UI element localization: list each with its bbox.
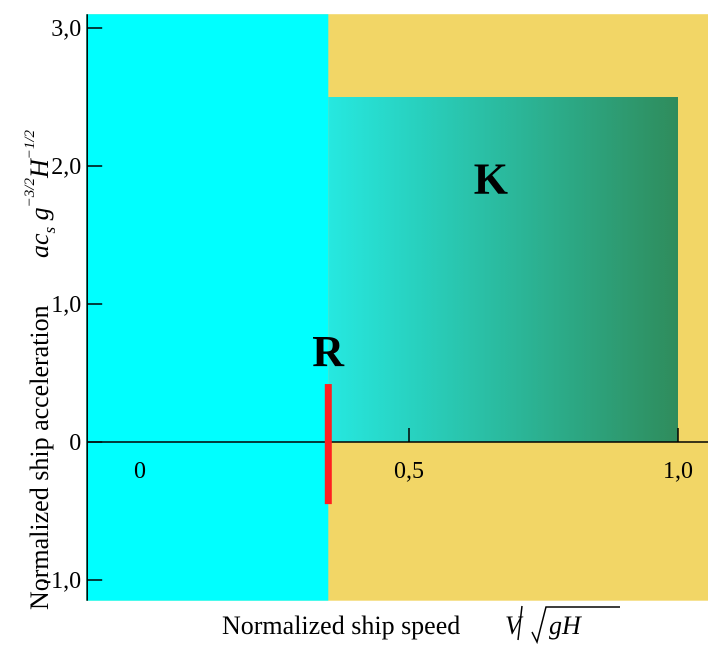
x-axis-math-gh: gH bbox=[549, 611, 582, 640]
y-tick-label-4: 3,0 bbox=[51, 16, 81, 42]
x-tick-label-1: 0,5 bbox=[394, 458, 424, 484]
y-axis-title: Normalized ship acceleration acs g−3/2H−… bbox=[22, 129, 59, 610]
x-axis-title: Normalized ship speed V gH bbox=[222, 605, 620, 645]
x-axis-math-radical bbox=[517, 605, 620, 645]
regime-k-region bbox=[328, 97, 678, 442]
ship-line bbox=[324, 384, 332, 505]
y-tick-label-3: 2,0 bbox=[51, 154, 81, 180]
regime-r-region bbox=[86, 14, 329, 601]
region-label-k: K bbox=[474, 155, 508, 204]
y-axis-math: acs g−3/2H−1/2 bbox=[22, 129, 59, 258]
axes bbox=[86, 14, 708, 601]
y-tick-label-1: 0 bbox=[69, 430, 81, 456]
y-axis-title-text: Normalized ship acceleration bbox=[25, 305, 54, 610]
ticks: 00,51,01,52,0-1,001,02,03,0 bbox=[43, 16, 693, 594]
y-tick-label-2: 1,0 bbox=[51, 292, 81, 318]
x-tick-label-2: 1,0 bbox=[663, 458, 693, 484]
x-tick-label-0: 0 bbox=[134, 458, 146, 484]
y-tick-label-0: -1,0 bbox=[43, 568, 81, 594]
x-axis-title-text: Normalized ship speed bbox=[222, 611, 460, 640]
region-label-r: R bbox=[312, 327, 345, 376]
